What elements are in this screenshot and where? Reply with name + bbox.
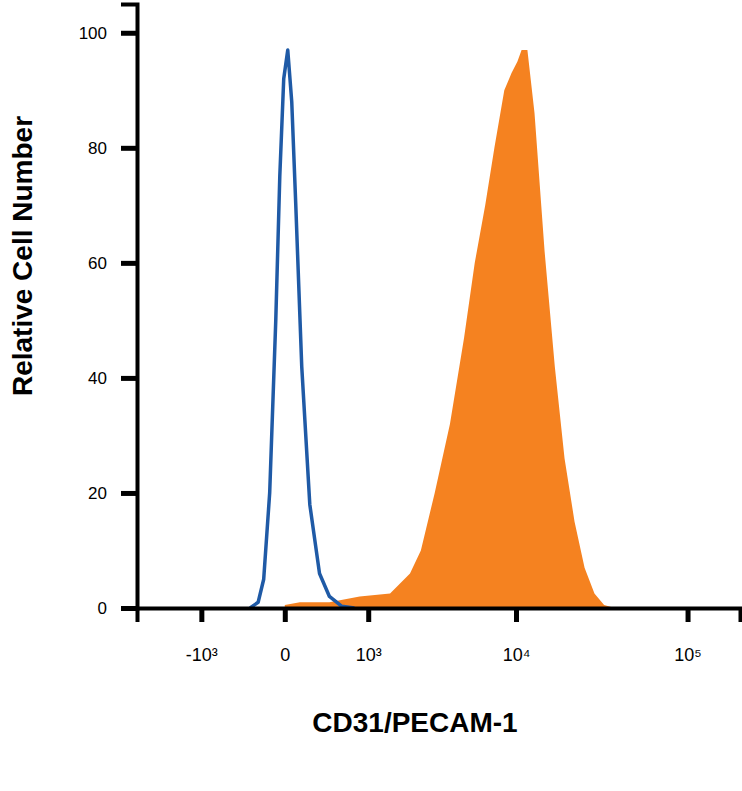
x-tick-mark xyxy=(514,608,519,622)
x-tick: 10⁴ xyxy=(503,608,531,665)
x-tick-label: 10⁴ xyxy=(503,645,531,665)
y-tick: 0 xyxy=(98,599,137,618)
y-tick-label: 60 xyxy=(88,254,107,273)
y-tick-mark xyxy=(121,606,137,611)
marks xyxy=(250,50,615,608)
y-tick-label: 100 xyxy=(79,24,107,43)
y-axis-line xyxy=(121,5,138,609)
y-tick: 40 xyxy=(88,369,137,388)
x-tick-mark xyxy=(199,608,204,622)
y-axis-title: Relative Cell Number xyxy=(7,116,38,396)
y-tick-mark xyxy=(121,31,137,36)
histogram-area xyxy=(285,50,615,608)
x-tick-label: 10⁵ xyxy=(674,645,701,665)
y-tick-label: 0 xyxy=(98,599,107,618)
y-tick-mark xyxy=(121,261,137,266)
y-tick-mark xyxy=(121,491,137,496)
y-tick-mark xyxy=(121,146,137,151)
x-tick-label: 0 xyxy=(280,645,290,665)
x-axis-title: CD31/PECAM-1 xyxy=(312,707,517,738)
chart: 0 20 40 60 80 100 -10³ 0 10³ 10⁴ 10⁵ Relative Cell … xyxy=(0,0,742,791)
x-tick: 10³ xyxy=(356,608,382,665)
y-axis: 0 20 40 60 80 100 xyxy=(79,5,138,618)
y-tick: 60 xyxy=(88,254,137,273)
y-tick-label: 80 xyxy=(88,139,107,158)
x-tick-mark xyxy=(686,608,691,622)
x-tick-mark xyxy=(283,608,288,622)
y-tick-mark xyxy=(121,376,137,381)
y-tick: 100 xyxy=(79,24,137,43)
x-tick: 0 xyxy=(280,608,290,665)
x-tick: -10³ xyxy=(186,608,218,665)
y-tick: 80 xyxy=(88,139,137,158)
plot: 0 20 40 60 80 100 -10³ 0 10³ 10⁴ 10⁵ xyxy=(79,5,741,665)
y-tick-label: 20 xyxy=(88,484,107,503)
x-axis-line xyxy=(138,609,741,623)
x-tick: 10⁵ xyxy=(674,608,701,665)
x-axis: -10³ 0 10³ 10⁴ 10⁵ xyxy=(138,608,741,665)
x-tick-label: 10³ xyxy=(356,645,382,665)
y-tick-label: 40 xyxy=(88,369,107,388)
x-tick-mark xyxy=(366,608,371,622)
x-tick-label: -10³ xyxy=(186,645,218,665)
y-tick: 20 xyxy=(88,484,137,503)
histogram-line xyxy=(250,50,354,608)
